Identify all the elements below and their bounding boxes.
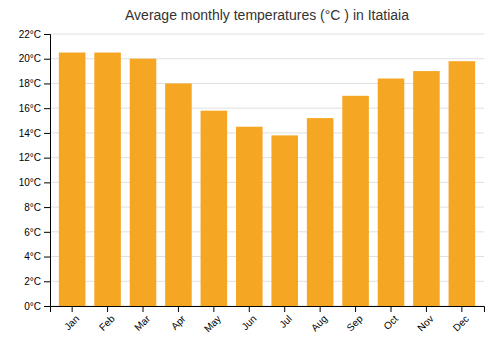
tick-label: Jun: [239, 313, 258, 332]
tick: Dec: [451, 306, 471, 333]
tick: Apr: [169, 306, 188, 332]
tick: Sep: [344, 306, 365, 333]
tick-mark: [44, 34, 50, 35]
tick-label: 8°C: [24, 202, 41, 213]
tick-mark: [391, 306, 392, 312]
bar: [130, 59, 157, 306]
tick-mark: [44, 182, 50, 183]
tick-label: 0°C: [24, 301, 41, 312]
y-axis: 0°C 2°C 4°C 6°C 8°C 10°C 12°C 14°C 16°C 18°C 20°C 2…: [19, 29, 51, 312]
tick-mark: [178, 306, 179, 312]
bar: [165, 83, 192, 306]
bar: [59, 53, 86, 306]
tick-label: Sep: [344, 313, 365, 334]
tick-label: Nov: [415, 313, 435, 333]
bar: [201, 111, 228, 306]
grid: [50, 34, 484, 306]
bar: [307, 118, 334, 306]
tick-mark: [44, 108, 50, 109]
tick: 16°C: [19, 103, 50, 114]
tick: Feb: [97, 306, 117, 333]
tick-mark: [249, 306, 250, 312]
tick-mark: [72, 306, 73, 312]
tick-label: Jan: [62, 313, 81, 332]
tick-label: 16°C: [19, 103, 41, 114]
tick-mark: [44, 232, 50, 233]
tick-mark: [44, 281, 50, 282]
tick: 10°C: [19, 177, 50, 188]
tick: Jun: [239, 306, 258, 332]
tick-mark: [44, 133, 50, 134]
tick: 14°C: [19, 128, 50, 139]
tick-mark: [44, 257, 50, 258]
grid-line: [50, 34, 484, 35]
tick-label: 10°C: [19, 177, 41, 188]
tick-mark: [44, 207, 50, 208]
tick-mark: [426, 306, 427, 312]
axis-line: [44, 35, 51, 307]
plot: 0°C 2°C 4°C 6°C 8°C 10°C 12°C 14°C 16°C 18°C 20°C 2…: [19, 29, 485, 335]
tick: Jan: [62, 306, 81, 332]
tick-label: 12°C: [19, 152, 41, 163]
tick-label: 14°C: [19, 128, 41, 139]
tick-mark: [143, 306, 144, 312]
tick: 8°C: [24, 202, 50, 213]
tick-label: 2°C: [24, 276, 41, 287]
tick-label: Dec: [451, 313, 471, 333]
tick: Oct: [381, 306, 400, 332]
x-axis: Jan Feb Mar Apr May Jun Jul Aug Sep Oct Nov Dec: [51, 306, 485, 334]
tick: 20°C: [19, 53, 50, 64]
bars: [59, 53, 475, 306]
tick-mark: [44, 83, 50, 84]
tick: May: [202, 306, 223, 334]
tick-label: 6°C: [24, 227, 41, 238]
tick-label: Oct: [381, 313, 400, 332]
tick-label: 4°C: [24, 251, 41, 262]
tick-mark: [461, 306, 462, 312]
bar: [342, 96, 369, 306]
tick: 2°C: [24, 276, 50, 287]
bar: [94, 53, 121, 306]
bar: [449, 61, 476, 306]
tick-label: 22°C: [19, 29, 41, 40]
tick: Aug: [309, 306, 329, 333]
tick-label: 20°C: [19, 53, 41, 64]
title: Average monthly temperatures (°C ) in It…: [125, 7, 409, 23]
tick: Jul: [277, 306, 294, 330]
tick-label: Apr: [169, 313, 188, 332]
tick-mark: [44, 158, 50, 159]
bar: [271, 135, 298, 306]
tick: 4°C: [24, 251, 50, 262]
tick-mark: [213, 306, 214, 312]
tick-label: Jul: [277, 313, 294, 330]
tick-mark: [44, 59, 50, 60]
tick-label: Aug: [309, 313, 329, 333]
tick-label: Feb: [97, 313, 117, 333]
tick-mark: [320, 306, 321, 312]
tick-mark: [107, 306, 108, 312]
tick-label: Mar: [132, 313, 152, 333]
tick: 0°C: [24, 301, 50, 312]
tick-mark: [44, 306, 50, 307]
tick: 18°C: [19, 78, 50, 89]
tick: Nov: [415, 306, 435, 333]
tick: 12°C: [19, 152, 50, 163]
tick: 6°C: [24, 227, 50, 238]
chart: 0°C 2°C 4°C 6°C 8°C 10°C 12°C 14°C 16°C 18°C 20°C 2…: [0, 0, 500, 350]
tick-mark: [284, 306, 285, 312]
tick: Mar: [132, 306, 152, 333]
tick-label: May: [202, 313, 223, 334]
tick-mark: [355, 306, 356, 312]
tick-label: 18°C: [19, 78, 41, 89]
bar: [236, 127, 263, 306]
axis-line: [51, 307, 485, 313]
bar: [413, 71, 440, 306]
bar: [378, 79, 405, 306]
tick: 22°C: [19, 29, 50, 40]
